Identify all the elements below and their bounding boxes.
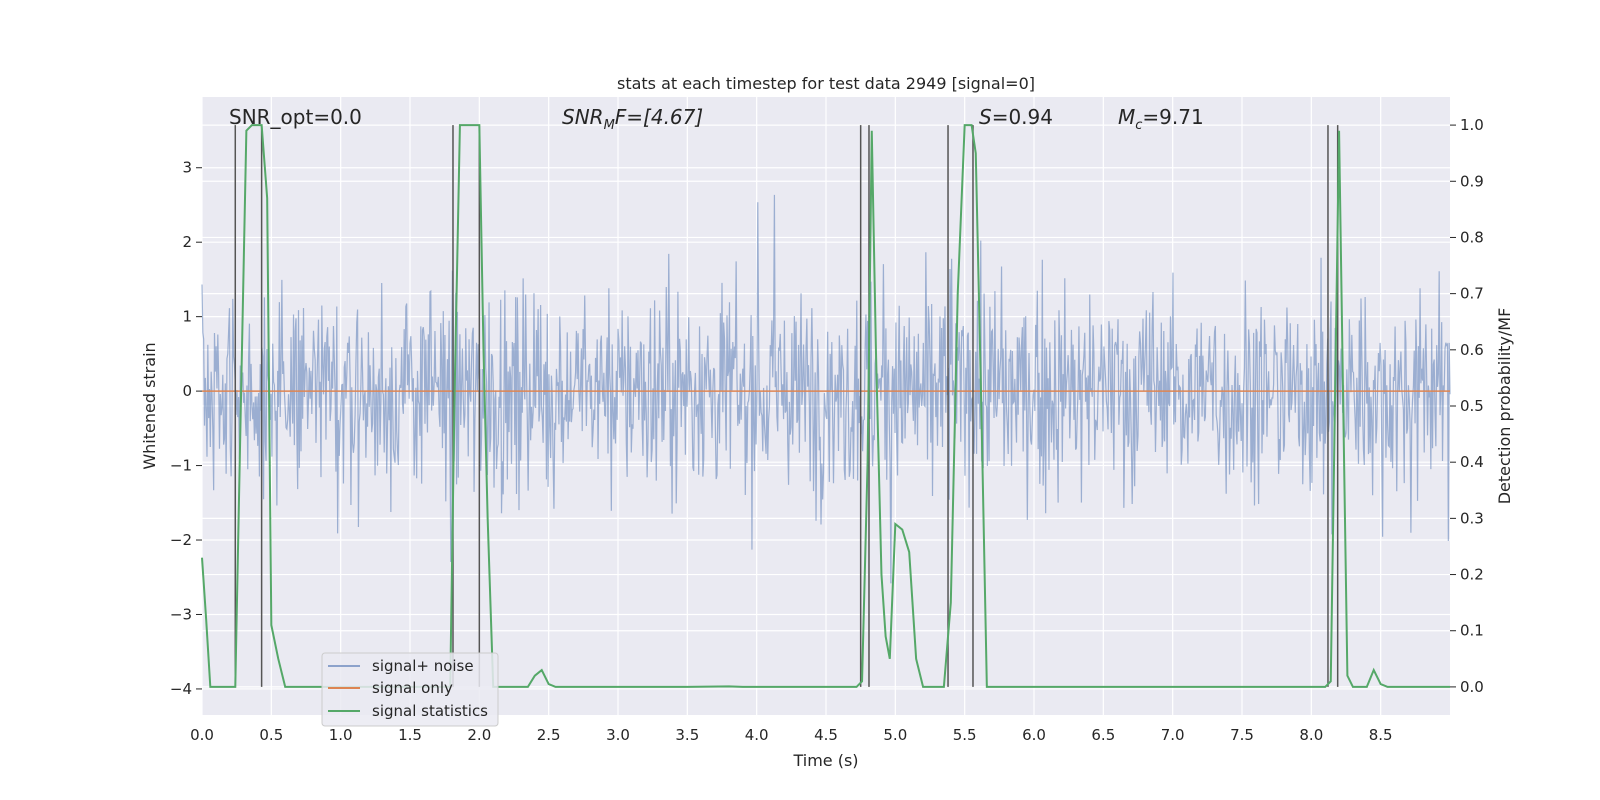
legend-label-signal-only: signal only xyxy=(372,679,453,697)
legend-label-signal-statistics: signal statistics xyxy=(372,702,488,720)
y-axis-title: Whitened strain xyxy=(140,342,159,469)
annotation-snr-mf-label: SNR xyxy=(562,105,604,129)
annotation-mc-sub: c xyxy=(1135,118,1142,133)
x-tick-label: 6.0 xyxy=(1022,726,1046,744)
x-tick-label: 8.5 xyxy=(1369,726,1393,744)
y-tick-label: −2 xyxy=(170,531,192,549)
x-tick-label: 3.5 xyxy=(675,726,699,744)
annotation-snr-mf: SNRMF=[4.67] xyxy=(562,105,703,133)
chart-title: stats at each timestep for test data 294… xyxy=(617,74,1035,93)
annotation-mc-label: M xyxy=(1118,105,1135,129)
x-tick-label: 0.0 xyxy=(190,726,214,744)
annotation-mc: Mc=9.71 xyxy=(1118,105,1204,133)
legend-label-signal-noise: signal+ noise xyxy=(372,657,474,675)
annotation-s-value: =0.94 xyxy=(992,105,1053,129)
y2-tick-label: 0.3 xyxy=(1460,509,1484,527)
y2-tick-label: 0.4 xyxy=(1460,453,1484,471)
x-tick-label: 4.0 xyxy=(745,726,769,744)
x-tick-label: 0.5 xyxy=(259,726,283,744)
annotation-snr-mf-value: F=[4.67] xyxy=(615,105,703,129)
x-tick-label: 1.5 xyxy=(398,726,422,744)
x-tick-label: 1.0 xyxy=(329,726,353,744)
x-tick-label: 5.5 xyxy=(953,726,977,744)
y-axis-ticks: 3 2 1 0 −1 −2 −3 −4 xyxy=(170,159,202,698)
x-tick-label: 7.5 xyxy=(1230,726,1254,744)
x-tick-label: 2.0 xyxy=(467,726,491,744)
signal-statistics-series xyxy=(201,124,1450,688)
x-tick-label: 3.0 xyxy=(606,726,630,744)
x-tick-label: 8.0 xyxy=(1299,726,1323,744)
annotation-mc-value: =9.71 xyxy=(1142,105,1203,129)
x-axis-title: Time (s) xyxy=(792,751,858,770)
y-tick-label: 0 xyxy=(182,382,192,400)
y-tick-label: −4 xyxy=(170,680,192,698)
annotation-snr-mf-sub: M xyxy=(604,118,615,133)
y2-tick-label: 0.5 xyxy=(1460,397,1484,415)
y-tick-label: −1 xyxy=(170,457,192,475)
signal-statistics-line xyxy=(201,124,1450,688)
y-tick-label: 2 xyxy=(182,233,192,251)
signal-noise-line xyxy=(201,194,1451,584)
y2-tick-label: 0.8 xyxy=(1460,228,1484,246)
y-tick-label: 1 xyxy=(182,308,192,326)
x-tick-label: 2.5 xyxy=(537,726,561,744)
y2-tick-label: 0.1 xyxy=(1460,622,1484,640)
y-tick-label: −3 xyxy=(170,605,192,623)
y2-axis-ticks: 1.0 0.9 0.8 0.7 0.6 0.5 0.4 0.3 0.2 0.1 0.0 xyxy=(1450,116,1484,696)
y2-tick-label: 0.2 xyxy=(1460,566,1484,584)
y-tick-label: 3 xyxy=(182,159,192,177)
y2-tick-label: 0.7 xyxy=(1460,285,1484,303)
y2-tick-label: 0.0 xyxy=(1460,678,1484,696)
x-tick-label: 5.0 xyxy=(883,726,907,744)
x-tick-label: 7.0 xyxy=(1161,726,1185,744)
legend: signal+ noise signal only signal statist… xyxy=(321,652,499,727)
signal-noise-series xyxy=(201,194,1451,584)
annotation-s-label: S xyxy=(979,105,992,129)
annotation-s: S=0.94 xyxy=(979,105,1053,129)
x-tick-label: 6.5 xyxy=(1091,726,1115,744)
y2-tick-label: 0.9 xyxy=(1460,172,1484,190)
x-axis-ticks: 0.0 0.5 1.0 1.5 2.0 2.5 3.0 3.5 4.0 4.5 5.0 5.5 6.0 6… xyxy=(190,726,1393,744)
y2-axis-title: Detection probability/MF xyxy=(1495,308,1514,505)
y2-tick-label: 1.0 xyxy=(1460,116,1484,134)
annotation-snr-opt: SNR_opt=0.0 xyxy=(229,105,362,129)
legend-box xyxy=(321,652,499,727)
x-tick-label: 4.5 xyxy=(814,726,838,744)
y2-tick-label: 0.6 xyxy=(1460,341,1484,359)
